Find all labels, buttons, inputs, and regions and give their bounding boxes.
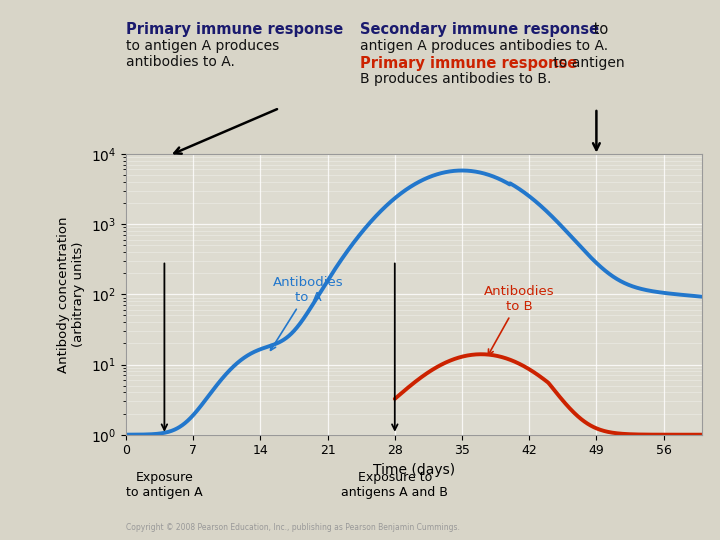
Text: antibodies to A.: antibodies to A. <box>126 55 235 69</box>
Text: B produces antibodies to B.: B produces antibodies to B. <box>360 72 552 86</box>
Text: Secondary immune response: Secondary immune response <box>360 22 599 37</box>
Text: Exposure
to antigen A: Exposure to antigen A <box>126 471 203 499</box>
Text: to antigen A produces: to antigen A produces <box>126 39 279 53</box>
Text: Exposure to
antigens A and B: Exposure to antigens A and B <box>341 471 449 499</box>
Text: to antigen: to antigen <box>549 56 624 70</box>
Y-axis label: Antibody concentration
(arbitrary units): Antibody concentration (arbitrary units) <box>58 216 86 373</box>
Text: antigen A produces antibodies to A.: antigen A produces antibodies to A. <box>360 39 608 53</box>
Text: Primary immune response: Primary immune response <box>360 56 577 71</box>
X-axis label: Time (days): Time (days) <box>373 463 455 477</box>
Text: Antibodies
to B: Antibodies to B <box>485 285 555 355</box>
Text: Copyright © 2008 Pearson Education, Inc., publishing as Pearson Benjamin Cumming: Copyright © 2008 Pearson Education, Inc.… <box>126 523 460 532</box>
Text: Antibodies
to A: Antibodies to A <box>271 276 343 350</box>
Text: to: to <box>589 22 608 37</box>
Text: Primary immune response: Primary immune response <box>126 22 343 37</box>
